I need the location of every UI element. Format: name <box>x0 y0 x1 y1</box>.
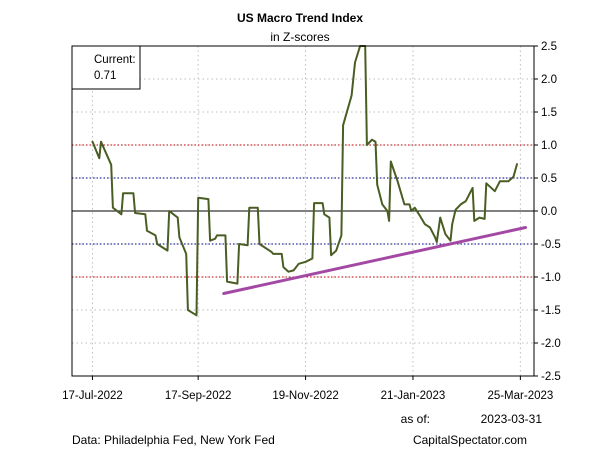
reference-lines <box>72 144 534 278</box>
x-tick-label: 17-Sep-2022 <box>165 390 232 402</box>
current-label: Current: <box>94 54 136 66</box>
y-tick-label: 1.5 <box>541 107 557 119</box>
current-value-box <box>71 45 141 90</box>
y-tick-label: -2.0 <box>541 338 561 350</box>
series-line <box>91 45 518 317</box>
as-of-label: as of: <box>401 412 430 426</box>
source-note: Data: Philadelphia Fed, New York Fed <box>72 433 275 447</box>
chart-subtitle: in Z-scores <box>270 30 329 44</box>
y-tick-label: 1.0 <box>541 140 557 152</box>
x-axis: 17-Jul-2022 17-Sep-2022 19-Nov-2022 21-Jan-… <box>62 376 553 402</box>
y-tick-label: 2.5 <box>541 41 557 53</box>
chart-title: US Macro Trend Index <box>237 11 363 25</box>
current-value: 0.71 <box>94 70 116 82</box>
y-tick-label: 0.5 <box>541 173 557 185</box>
as-of-date: 2023-03-31 <box>481 412 543 426</box>
x-tick-label: 21-Jan-2023 <box>381 390 446 402</box>
y-tick-label: -2.5 <box>541 371 561 383</box>
y-tick-label: 0.0 <box>541 206 557 218</box>
y-tick-label: -1.5 <box>541 305 561 317</box>
y-tick-label: 2.0 <box>541 74 557 86</box>
x-tick-label: 25-Mar-2023 <box>487 390 553 402</box>
y-tick-label: -1.0 <box>541 272 561 284</box>
x-tick-label: 17-Jul-2022 <box>62 390 123 402</box>
series-group <box>91 45 527 317</box>
x-tick-label: 19-Nov-2022 <box>272 390 338 402</box>
credit-note: CapitalSpectator.com <box>413 433 527 447</box>
y-tick-label: -0.5 <box>541 239 561 251</box>
trend-line <box>222 226 527 295</box>
y-axis: 2.5 2.0 1.5 1.0 0.5 0.0 -0.5 -1.0 -1.5 -2.0 -2.5 <box>534 41 561 383</box>
